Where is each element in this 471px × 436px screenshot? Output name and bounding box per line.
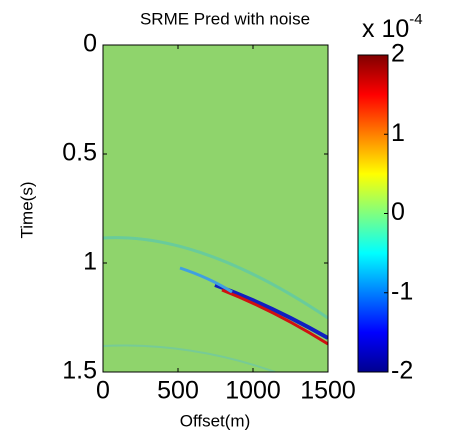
seismic-event: [179, 266, 233, 294]
colorbar-scale-exponent: -4: [409, 11, 422, 28]
seismic-image: [103, 45, 328, 372]
colorbar-tick-label: 2: [391, 40, 405, 68]
colorbar-scale: x 10-4: [362, 11, 423, 43]
x-tick-label: 500: [157, 377, 199, 405]
y-tick-label: 0: [83, 30, 97, 58]
y-tick-label: 0.5: [62, 139, 97, 167]
plot-frame: [102, 44, 329, 373]
y-tick-label: 1: [83, 248, 97, 276]
colorbar-tick-label: -1: [391, 277, 413, 305]
seismic-event: [103, 344, 276, 372]
seismic-event: [221, 288, 328, 346]
y-axis-label: Time(s): [17, 182, 36, 239]
x-tick-label: 1500: [300, 377, 356, 405]
chart-title: SRME Pred with noise: [140, 9, 310, 28]
colorbar-scale-base: x 10: [362, 15, 409, 43]
x-tick-label: 0: [96, 377, 110, 405]
x-axis-label: Offset(m): [180, 411, 251, 430]
seismic-event: [103, 236, 328, 320]
x-tick-label: 1000: [225, 377, 281, 405]
colorbar-tick-label: -2: [391, 357, 413, 385]
y-tick-label: 1.5: [62, 357, 97, 385]
colorbar-tick-label: 1: [391, 119, 405, 147]
colorbar-tick-label: 0: [391, 198, 405, 226]
colorbar: [357, 54, 389, 373]
